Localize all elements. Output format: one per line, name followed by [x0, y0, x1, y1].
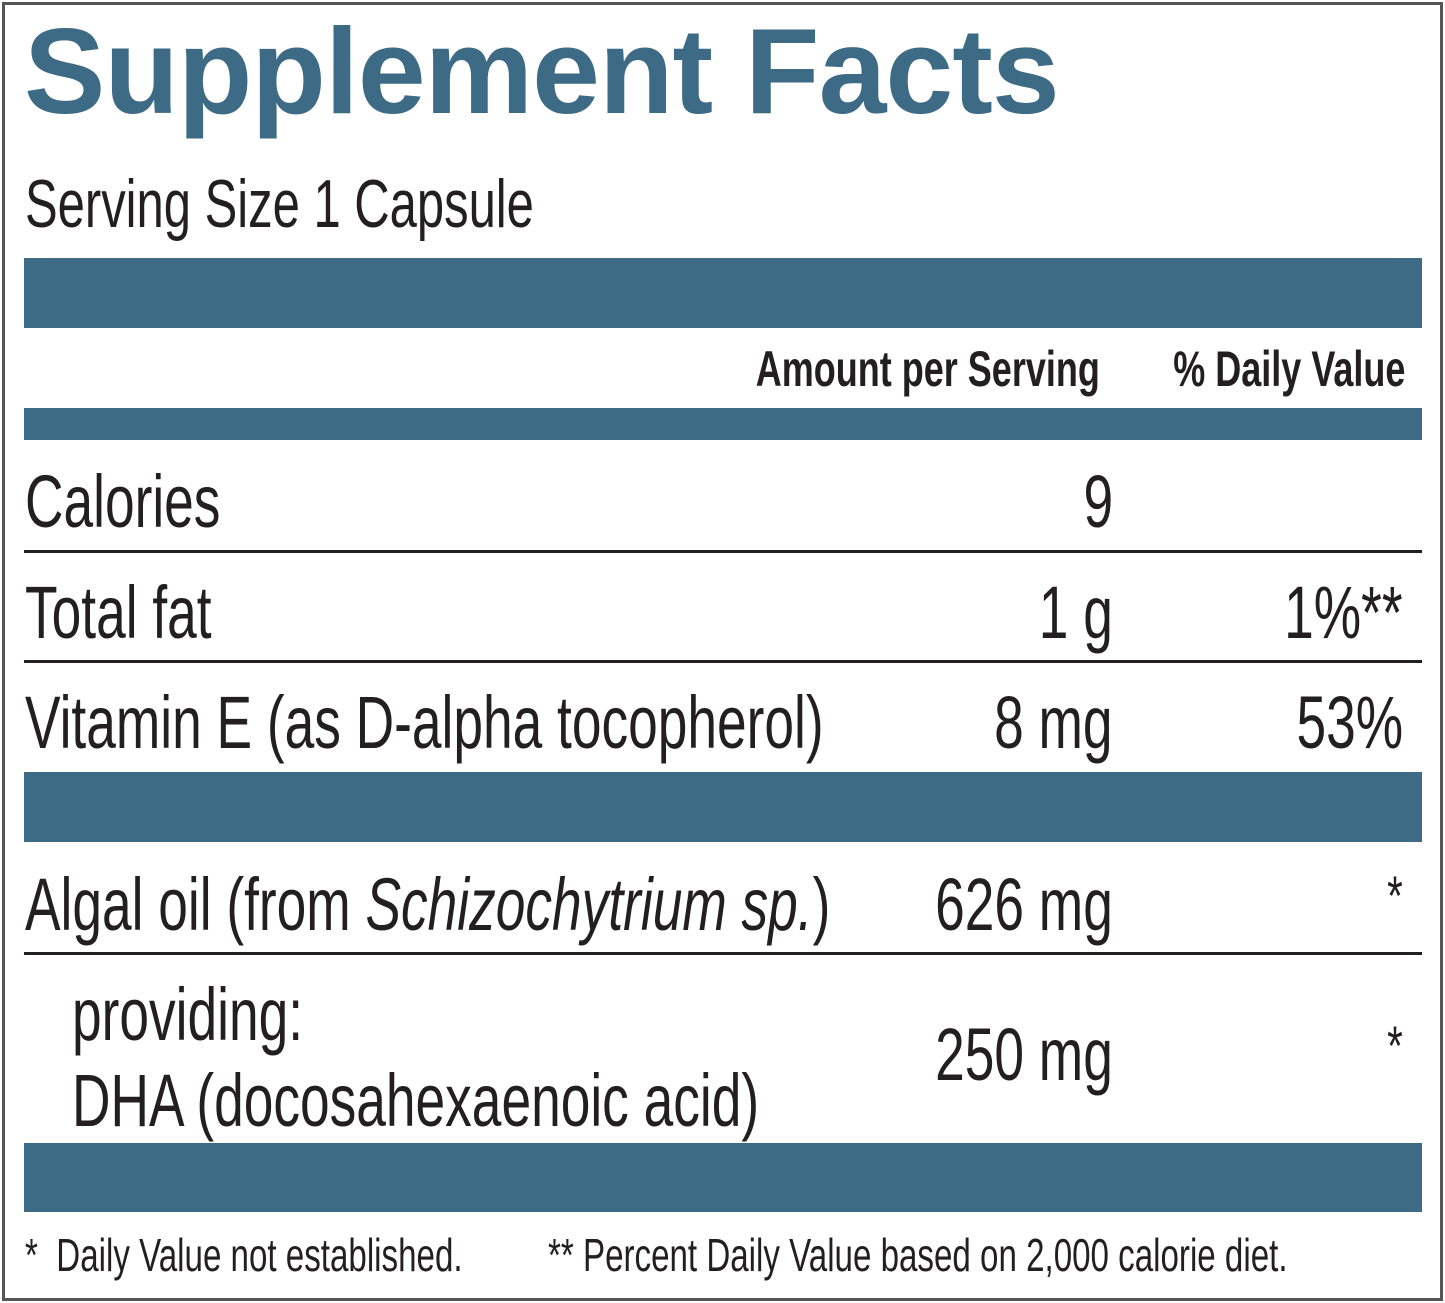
divider-bar [24, 258, 1422, 328]
row-daily-value: * [1387, 1014, 1403, 1077]
divider-bar [24, 408, 1422, 440]
row-name: DHA (docosahexaenoic acid) [72, 1059, 760, 1142]
row-rule [24, 550, 1422, 553]
daily-value-header: % Daily Value [1172, 341, 1405, 397]
row-name: Vitamin E (as D-alpha tocopherol) [25, 681, 824, 764]
row-name: Calories [25, 460, 221, 543]
footnote: * Daily Value not established. [25, 1229, 463, 1281]
footnote: ** Percent Daily Value based on 2,000 ca… [548, 1229, 1288, 1281]
divider-bar [24, 772, 1422, 842]
row-name: Total fat [25, 571, 212, 654]
row-daily-value: * [1387, 864, 1403, 927]
row-amount: 9 [1083, 460, 1113, 543]
serving-size: Serving Size 1 Capsule [25, 166, 534, 242]
row-amount: 626 mg [935, 863, 1113, 946]
row-name: Algal oil (from Schizochytrium sp.) [25, 868, 830, 942]
name-part-italic: Schizochytrium sp. [365, 863, 813, 946]
divider-bar [24, 1143, 1422, 1212]
title: Supplement Facts [24, 3, 1060, 139]
row-rule [24, 660, 1422, 663]
row-daily-value: 53% [1296, 681, 1403, 764]
name-part: Algal oil (from [25, 863, 366, 946]
name-part: ) [812, 863, 831, 946]
row-amount: 8 mg [994, 681, 1113, 764]
row-amount: 1 g [1038, 571, 1113, 654]
amount-header: Amount per Serving [755, 341, 1100, 397]
row-amount: 250 mg [935, 1013, 1113, 1096]
row-name: providing: [72, 973, 304, 1056]
row-daily-value: 1%** [1284, 571, 1403, 654]
row-rule [24, 952, 1422, 955]
